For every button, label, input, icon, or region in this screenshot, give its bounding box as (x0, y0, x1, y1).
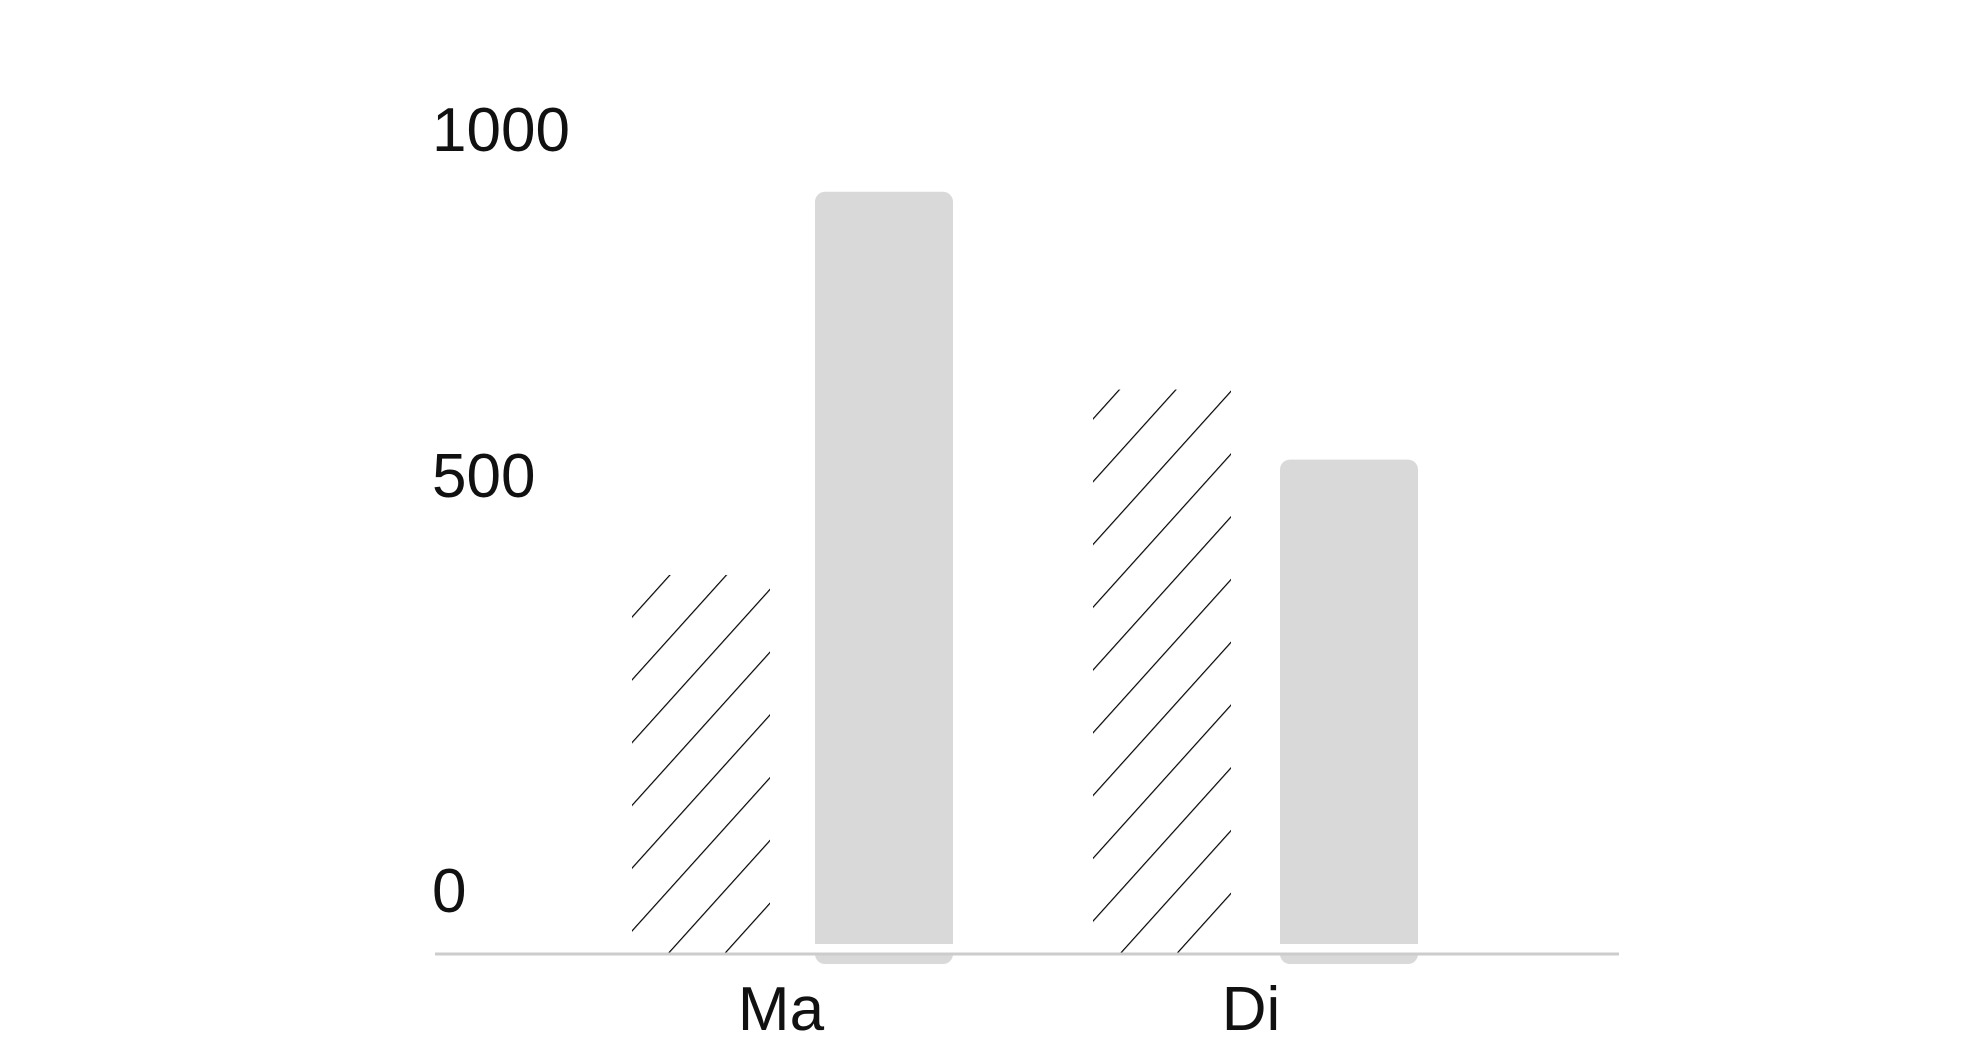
y-tick-label: 500 (432, 442, 535, 511)
bar-bottom (1280, 942, 1418, 944)
bar-solid-ma (815, 191, 953, 965)
bar-mask (1280, 944, 1418, 954)
y-tick-label: 1000 (432, 96, 570, 165)
bar-solid-di (1280, 459, 1418, 964)
bar-hatched-di (1093, 389, 1231, 954)
x-category-label: Ma (738, 975, 825, 1038)
bar-mask (815, 944, 953, 954)
bar-bottom (815, 942, 953, 944)
y-tick-label: 0 (432, 857, 466, 926)
bar-hatched-ma (632, 574, 770, 954)
x-category-label: Di (1222, 975, 1281, 1038)
